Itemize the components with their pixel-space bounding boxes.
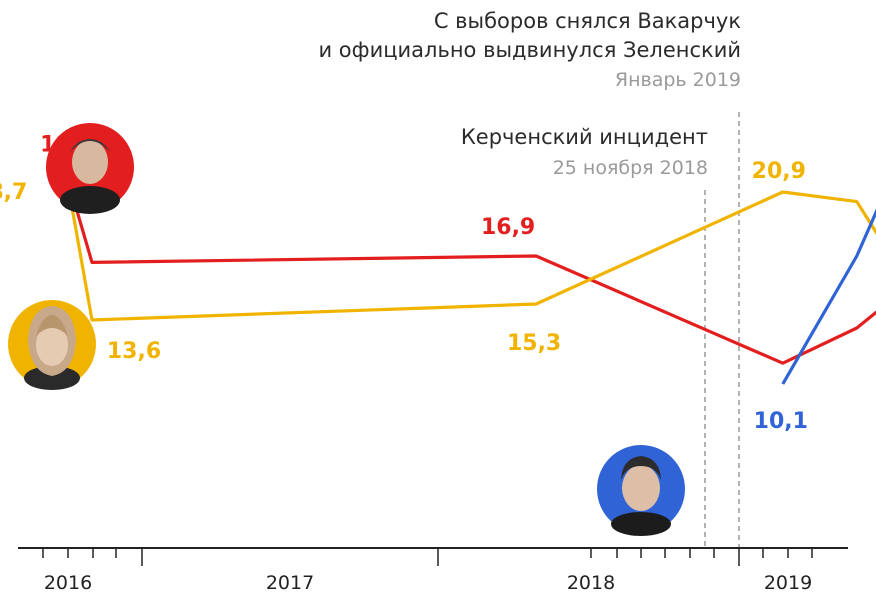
zelensky-avatar [597,445,685,536]
year-label-2016: 2016 [44,572,92,594]
year-label-2017: 2017 [266,572,314,594]
series-line-2 [781,208,876,385]
series-line-1 [65,180,876,322]
year-label-2019: 2019 [764,572,812,594]
poroshenko-avatar [46,123,134,214]
tymoshenko-avatar [8,300,96,390]
value-label: 18,7 [0,180,27,205]
value-label: 10,1 [754,409,808,434]
annotation-zelensky-date: Январь 2019 [615,69,741,91]
annotation-kerch-date: 25 ноября 2018 [553,157,708,179]
annotation-zelensky-line1: С выборов снялся Вакарчук [434,9,741,33]
tick-layer [42,548,813,566]
series-layer [65,177,876,385]
year-label-2018: 2018 [567,572,615,594]
series-line-0 [65,177,876,365]
value-label: 13,6 [107,339,161,364]
value-label: 20,9 [752,159,806,184]
value-label: 16,9 [481,215,535,240]
value-label: 15,3 [507,331,561,356]
annotation-zelensky-line2: и официально выдвинулся Зеленский [318,38,741,62]
annotation-kerch-title: Керченский инцидент [461,125,708,149]
